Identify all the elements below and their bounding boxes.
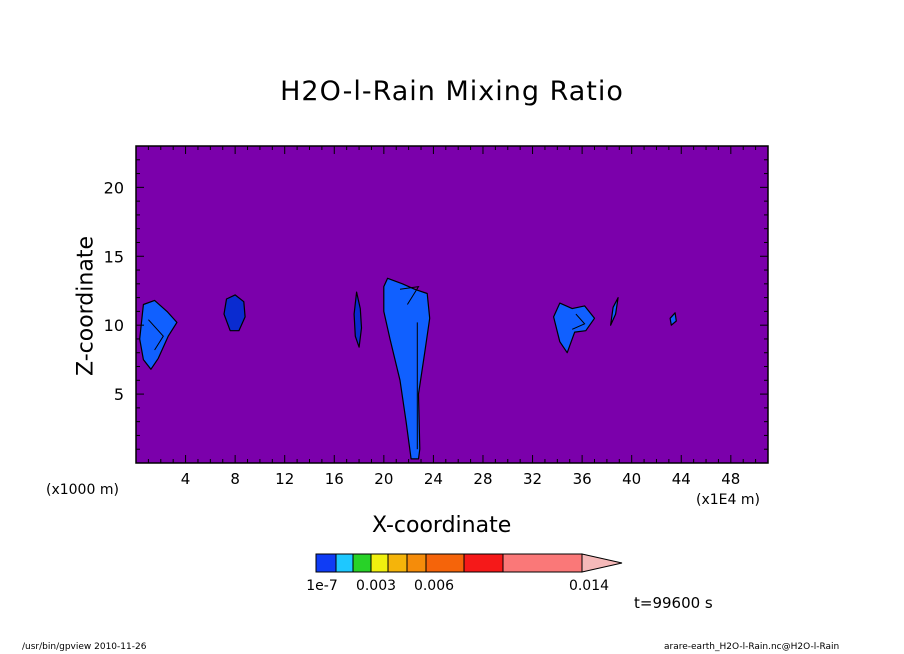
contour-line-1 <box>148 319 164 351</box>
plot-frame <box>135 145 769 464</box>
colorbar-segment-4 <box>387 553 408 573</box>
x-axis: 4 8 12 16 20 24 28 32 36 40 44 48 <box>135 146 769 488</box>
contour-regions <box>139 277 677 460</box>
x-tick-label: 4 <box>181 470 191 488</box>
footer-right: arare-earth_H2O-l-Rain.nc@H2O-l-Rain <box>664 642 840 652</box>
y-tick-label: 10 <box>104 316 124 335</box>
y-tick-label: 5 <box>114 385 124 404</box>
time-label: t=99600 s <box>634 594 713 612</box>
colorbar-segment-7 <box>463 553 504 573</box>
y-axis: 5 10 15 20 <box>104 145 768 464</box>
y-tick-label: 15 <box>104 247 124 266</box>
colorbar-label: 1e-7 <box>306 578 337 594</box>
colorbar-segment-5 <box>406 553 427 573</box>
colorbar-segment-3 <box>370 553 389 573</box>
x-unit-label: (x1000 m) <box>46 482 119 498</box>
colorbar-segment-0 <box>315 553 337 573</box>
contour-region-4 <box>552 302 596 354</box>
colorbar-label: 0.003 <box>356 578 396 594</box>
colorbar-label: 0.014 <box>569 578 609 594</box>
footer-left: /usr/bin/gpview 2010-11-26 <box>22 642 147 652</box>
colorbar-segment-8 <box>502 553 583 573</box>
x-tick-label: 20 <box>374 470 393 488</box>
y-axis-label: Z-coordinate <box>73 236 99 376</box>
colorbar-segment-1 <box>335 553 354 573</box>
x-tick-label: 32 <box>523 470 542 488</box>
contour-region-0 <box>139 299 178 370</box>
x-tick-label: 40 <box>622 470 641 488</box>
x-tick-label: 8 <box>230 470 240 488</box>
x-unit-label-secondary: (x1E4 m) <box>696 492 760 508</box>
colorbar-segment-2 <box>352 553 372 573</box>
chart-title: H2O-l-Rain Mixing Ratio <box>280 76 624 107</box>
colorbar-segment-6 <box>425 553 465 573</box>
x-tick-label: 24 <box>424 470 443 488</box>
x-tick-label: 36 <box>573 470 592 488</box>
x-tick-label: 16 <box>325 470 344 488</box>
colorbar-label: 0.006 <box>414 578 454 594</box>
contour-line-3 <box>571 313 586 330</box>
contour-region-3 <box>383 277 431 460</box>
y-tick-label: 20 <box>104 178 124 197</box>
contour-region-6 <box>669 312 677 326</box>
contour-region-1 <box>223 294 246 332</box>
contour-lines <box>148 285 586 450</box>
x-tick-label: 12 <box>275 470 294 488</box>
colorbar: 1e-7 0.003 0.006 0.014 <box>306 553 623 594</box>
contour-region-2 <box>353 291 363 348</box>
colorbar-extension-arrow <box>581 553 623 573</box>
x-tick-label: 48 <box>721 470 740 488</box>
x-axis-label: X-coordinate <box>372 513 512 538</box>
contour-region-5 <box>609 297 619 326</box>
contour-line-2 <box>399 285 420 305</box>
x-tick-label: 28 <box>473 470 492 488</box>
x-tick-label: 44 <box>672 470 691 488</box>
